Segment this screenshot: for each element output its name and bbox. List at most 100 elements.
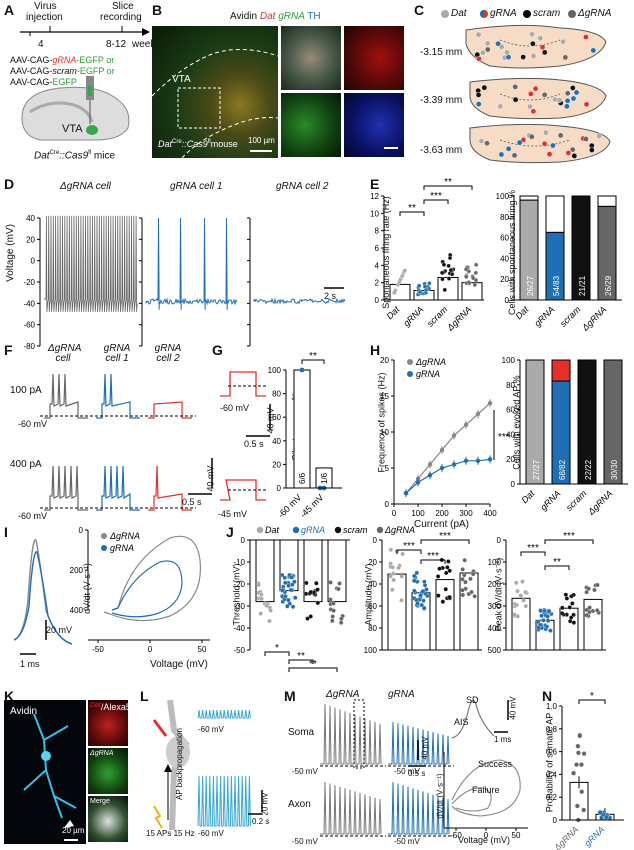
k-micrograph-dgrna: ΔgRNA xyxy=(88,748,128,794)
c-cell-dot xyxy=(557,132,564,139)
j-amp-dot xyxy=(421,598,426,603)
j-pk-dot xyxy=(584,589,589,595)
g-y-tick-label: 0 xyxy=(277,484,282,493)
f-trace-grna2-400 xyxy=(148,465,192,511)
j-amp-sig-2-stars: *** xyxy=(427,551,439,562)
h2-y-tick-label: 100 xyxy=(502,356,516,365)
d-voltage-traces: 40 20 0 -20 -40 -60 -80 xyxy=(23,214,346,351)
h2-y-tick-label: 0 xyxy=(511,480,516,489)
h2-y-tick-label: 40 xyxy=(506,430,515,439)
c-cell-dot xyxy=(504,49,510,56)
c-cell-dot xyxy=(583,101,590,108)
m-phase-x-tick-label: -50 xyxy=(450,831,462,840)
n-dot xyxy=(575,743,581,749)
c-cell-dot xyxy=(511,152,518,159)
c-cell-dot xyxy=(543,129,549,136)
e2-count: 21/21 xyxy=(578,275,587,296)
j-pk-dot xyxy=(535,619,541,625)
a-slice: Slice xyxy=(112,1,134,12)
h-legend-dgrna-marker xyxy=(407,359,413,365)
c-cell-dot xyxy=(571,153,578,159)
j-pk-dot xyxy=(548,628,553,633)
m-phase-x-tick-label: 0 xyxy=(484,831,489,840)
e-y-tick-label: 8 xyxy=(375,227,380,236)
c-legend-grna: gRNA xyxy=(490,8,517,19)
m-ap-shape xyxy=(451,699,495,739)
j-amp-y-tick-label: 40 xyxy=(368,580,377,589)
j-amp-sig-3-bracket xyxy=(420,539,470,544)
h-x-tick-label: 0 xyxy=(392,509,397,518)
e-y-tick-label: 4 xyxy=(375,261,380,270)
m-sd: SD xyxy=(466,695,479,705)
e2-y-tick-label: 100 xyxy=(496,192,510,201)
j-amp-dot xyxy=(445,565,450,570)
i-spike-grna xyxy=(13,551,73,645)
c-cell-dot xyxy=(564,103,570,110)
j-legend-label: scram xyxy=(343,525,368,535)
d-y-tick-label: -20 xyxy=(23,278,35,287)
i-legend-dgrna: ΔgRNA xyxy=(109,531,140,541)
c-cell-dot xyxy=(498,44,505,50)
m-v4: -50 mV xyxy=(394,837,420,846)
m-ais: AIS xyxy=(454,717,469,727)
n-x-label: gRNA xyxy=(582,824,606,848)
c-cell-dot xyxy=(529,31,535,38)
panel-label-k: K xyxy=(4,688,15,704)
b-micrograph-red xyxy=(344,26,404,90)
j-amp-dot xyxy=(440,599,446,604)
e-sig-1-bracket xyxy=(399,211,425,216)
j-pk-dot xyxy=(586,586,591,591)
j-thr-dot xyxy=(290,582,295,587)
e-dot xyxy=(439,270,445,275)
j-amp-y-tick-label: 0 xyxy=(373,536,378,545)
i-x-tick-label: 0 xyxy=(148,645,153,654)
j-pk-dot xyxy=(518,593,524,598)
j-amp-dot xyxy=(447,568,452,574)
j-pk-sig-2-bracket xyxy=(544,565,570,570)
e-dot xyxy=(473,270,478,275)
j-thr-dot xyxy=(305,616,310,621)
j-amp-dot xyxy=(388,547,394,553)
j-thr-y-tick-label: -20 xyxy=(233,580,245,589)
j-thr-dot xyxy=(259,592,264,597)
j-pk-dot xyxy=(514,602,519,608)
j-thr-dot xyxy=(337,581,342,586)
g-y-tick-label: 100 xyxy=(268,366,282,375)
h-y-tick-label: 0 xyxy=(385,500,390,509)
e2-y-tick-label: 20 xyxy=(500,275,509,284)
j-amp-dot xyxy=(390,587,395,592)
m-v1: -50 mV xyxy=(292,767,318,776)
j-pk-y-tick-label: 100 xyxy=(488,558,502,567)
j-thr-dot xyxy=(328,597,333,602)
f-trace-grna2-100 xyxy=(148,401,192,419)
j-pk-dot xyxy=(584,612,589,618)
n-dot xyxy=(579,789,585,795)
e-dot xyxy=(466,280,472,285)
panel-label-e: E xyxy=(370,176,380,192)
n-dot xyxy=(571,770,577,776)
n-dot xyxy=(578,762,584,768)
g-trace-60 xyxy=(220,371,266,397)
i-x-tick-label: 50 xyxy=(198,645,207,654)
k-dat-label: Dat/Alexa555 xyxy=(90,702,128,712)
m-failure: Failure xyxy=(472,785,500,795)
h-x-tick-label: 100 xyxy=(411,509,425,518)
j-thr-y-tick-label: -40 xyxy=(233,624,245,633)
e-dot xyxy=(447,255,453,261)
e-sig-2-stars: *** xyxy=(430,191,442,202)
j-thr-dot xyxy=(331,601,336,606)
j-amp-dot xyxy=(420,589,426,594)
j-thr-dot xyxy=(285,604,290,609)
m-scale-t: 1 ms xyxy=(494,735,512,744)
l-trace-soma xyxy=(197,775,251,827)
g-count: 6/6 xyxy=(298,472,307,484)
j-pk-dot xyxy=(544,624,550,629)
j-pk-sig-1-bracket xyxy=(520,551,546,556)
c-cell-dot xyxy=(498,151,505,158)
n-y-tick-label: 0.8 xyxy=(546,725,558,734)
j-thr-dot xyxy=(292,595,298,601)
e2-y-tick-label: 0 xyxy=(505,296,510,305)
m-highlight-box xyxy=(353,699,365,769)
